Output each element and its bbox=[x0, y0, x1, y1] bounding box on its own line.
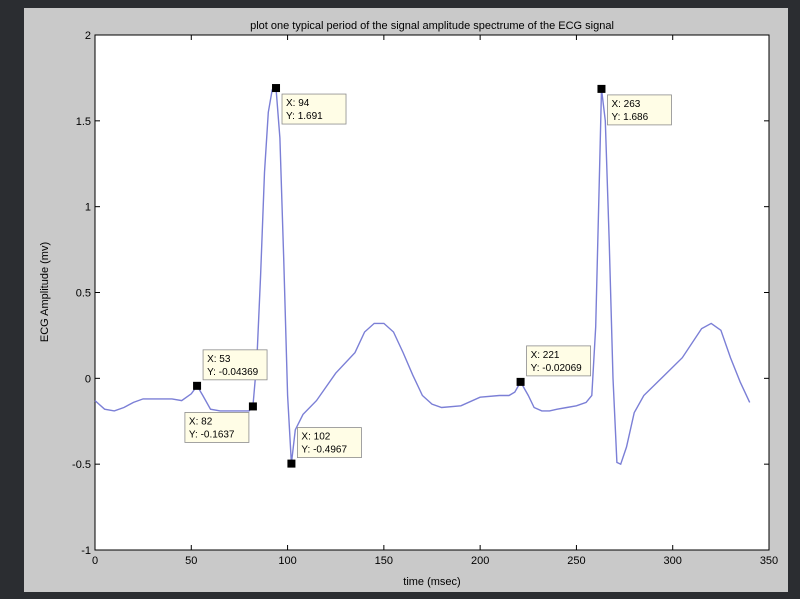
datatip-box bbox=[607, 94, 672, 126]
x-tick-label: 300 bbox=[664, 555, 682, 567]
datatip-marker[interactable] bbox=[193, 381, 202, 390]
y-tick-label: 0.5 bbox=[76, 288, 91, 300]
y-tick-label: 1.5 bbox=[76, 116, 91, 128]
y-tick-label: 0 bbox=[85, 373, 91, 385]
x-tick-label: 350 bbox=[760, 555, 778, 567]
y-tick-label: 1 bbox=[85, 202, 91, 214]
datatip-x-text: X: 94 bbox=[286, 98, 310, 109]
datatip-x-text: X: 82 bbox=[189, 416, 213, 427]
datatip-marker[interactable] bbox=[516, 377, 525, 386]
axis-ticks: 0 50 100 150 200 250 300 350 -1 -0.5 0 0.5 1 1.5 2 bbox=[72, 30, 778, 567]
datatip-y-text: Y: -0.1637 bbox=[189, 429, 235, 440]
x-tick-label: 250 bbox=[567, 555, 585, 567]
y-tick-label: -1 bbox=[81, 545, 91, 557]
ecg-series-line bbox=[94, 86, 751, 466]
datatip-box bbox=[526, 345, 591, 377]
y-tick-label: 2 bbox=[85, 30, 91, 42]
datatip-box bbox=[184, 412, 250, 443]
datatip-x-text: X: 102 bbox=[301, 432, 330, 443]
datatip-y-text: Y: -0.02069 bbox=[531, 363, 583, 374]
x-axis-label: time (msec) bbox=[403, 576, 460, 588]
datatip-marker[interactable] bbox=[248, 402, 257, 411]
ecg-chart: plot one typical period of the signal am… bbox=[39, 20, 778, 588]
x-tick-label: 200 bbox=[471, 555, 489, 567]
datatip-y-text: Y: 1.686 bbox=[611, 112, 648, 123]
datatips: X: 53 Y: -0.04369 X: 82 Y: -0.1637 X: 94 Y: 1… bbox=[184, 84, 672, 468]
x-tick-label: 150 bbox=[375, 555, 393, 567]
datatip-y-text: Y: -0.04369 bbox=[207, 367, 259, 378]
datatip-box bbox=[281, 93, 347, 125]
datatip-y-text: Y: -0.4967 bbox=[301, 445, 347, 456]
y-axis-label: ECG Amplitude (mv) bbox=[39, 242, 51, 342]
datatip-marker[interactable] bbox=[287, 459, 296, 468]
datatip-x-text: X: 221 bbox=[531, 350, 560, 361]
datatip-x-text: X: 53 bbox=[207, 354, 231, 365]
figure-window: plot one typical period of the signal am… bbox=[24, 8, 788, 592]
chart-title: plot one typical period of the signal am… bbox=[250, 20, 614, 32]
datatip-x-text: X: 263 bbox=[611, 99, 640, 110]
datatip-box bbox=[297, 427, 362, 459]
x-tick-label: 50 bbox=[185, 555, 197, 567]
datatip-marker[interactable] bbox=[597, 84, 606, 93]
datatip-marker[interactable] bbox=[272, 84, 281, 93]
datatip-box bbox=[202, 349, 268, 381]
y-tick-label: -0.5 bbox=[72, 459, 91, 471]
datatip-y-text: Y: 1.691 bbox=[286, 111, 323, 122]
x-tick-label: 0 bbox=[92, 555, 98, 567]
x-tick-label: 100 bbox=[278, 555, 296, 567]
